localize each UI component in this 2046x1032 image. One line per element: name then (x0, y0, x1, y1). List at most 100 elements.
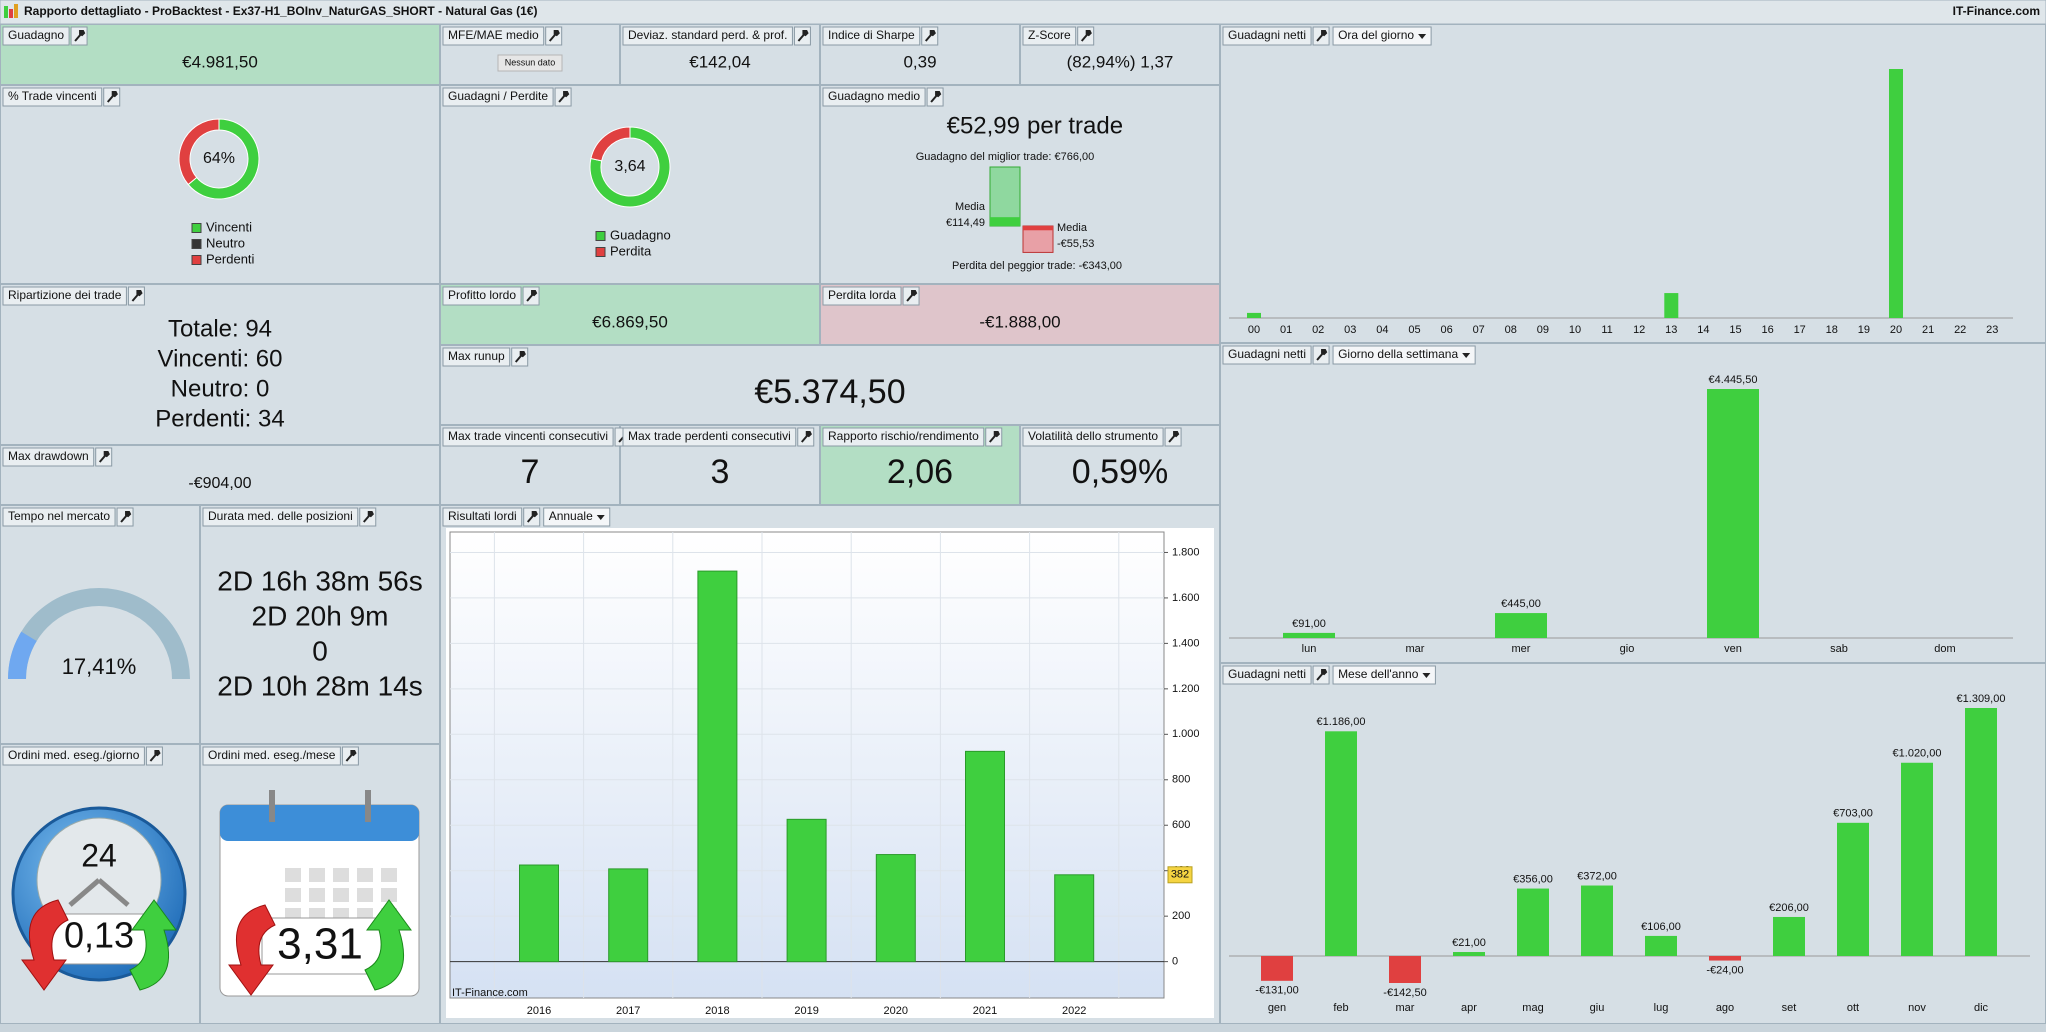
panel-title: Z-Score (1028, 28, 1071, 42)
calendar-day (285, 888, 301, 902)
panel-title-box (822, 286, 902, 306)
wrench-icon (1080, 30, 1092, 42)
panel (0, 85, 440, 284)
value-label: €445,00 (1501, 598, 1541, 610)
panel-title-box (2, 507, 116, 527)
donut-center-label: 64% (203, 150, 235, 167)
bar (1773, 916, 1805, 956)
value-label: -€142,50 (1383, 987, 1426, 999)
bar (1495, 613, 1547, 638)
last-value-label: 382 (1171, 869, 1189, 881)
x-tick-label: 22 (1954, 324, 1966, 336)
metric-value: -€1.888,00 (979, 312, 1060, 331)
donut-slice (590, 126, 631, 162)
metric-value: €5.374,50 (754, 373, 905, 411)
bar (1261, 956, 1293, 981)
last-value-marker (1167, 866, 1193, 884)
bar (1453, 952, 1485, 956)
avg-loss-label: -€55,53 (1057, 238, 1094, 250)
legend-swatch (595, 231, 606, 241)
panel-title-box (1222, 26, 1312, 46)
donut-center-label: 3,64 (614, 158, 645, 175)
orders-per-month: 3,31 (277, 920, 363, 969)
x-tick-label: 05 (1408, 324, 1420, 336)
x-tick-label: gio (1620, 643, 1635, 655)
duration: 0 (312, 635, 328, 666)
trade-breakdown: Perdenti: 34 (155, 405, 284, 432)
x-tick-label: 07 (1473, 324, 1485, 336)
panel-title: Guadagni netti (1228, 28, 1306, 42)
panel-title-box (2, 447, 95, 467)
bar (875, 854, 916, 963)
calendar-day (381, 868, 397, 882)
panel-title: Tempo nel mercato (8, 509, 110, 523)
dropdown[interactable] (543, 507, 611, 527)
wrench-icon (1316, 349, 1328, 361)
y-tick-label: 1.600 (1172, 592, 1200, 604)
panel-title-box (442, 507, 523, 527)
wrench-icon (800, 431, 812, 443)
panel-title: Perdita lorda (828, 288, 896, 302)
calendar-day (381, 888, 397, 902)
calendar-day (309, 868, 325, 882)
x-tick-label: 01 (1280, 324, 1292, 336)
calendar-rings (269, 790, 371, 822)
legend-label: Perdenti (206, 251, 255, 266)
x-tick-label: 04 (1376, 324, 1388, 336)
value-label: €372,00 (1577, 870, 1617, 882)
gauge-value (8, 631, 37, 679)
worst-trade-label: Perdita del peggior trade: -€343,00 (952, 260, 1122, 272)
calendar-day (333, 888, 349, 902)
x-tick-label: 2016 (527, 1005, 551, 1017)
bar (519, 864, 559, 963)
duration: 2D 20h 9m (252, 600, 389, 631)
avg-win-title: Media (955, 201, 986, 213)
no-data-button (497, 54, 563, 72)
wrench-icon (98, 451, 110, 463)
panel-title-box (202, 507, 359, 527)
dropdown-label: Annuale (549, 509, 593, 523)
metric-value: 3 (711, 453, 730, 491)
panel-title-box (442, 26, 545, 46)
gauge-label: 17,41% (62, 654, 137, 679)
dropdown-arrow (596, 515, 605, 520)
panel-title: Ordini med. eseg./giorno (8, 748, 140, 762)
wrench-icon (120, 511, 132, 523)
x-tick-label: mar (1406, 643, 1425, 655)
bar (786, 818, 827, 963)
panel-title: Rapporto rischio/rendimento (828, 429, 979, 443)
panel-title: Max trade vincenti consecutivi (448, 429, 608, 443)
value-label: €1.020,00 (1893, 748, 1942, 760)
bar (1889, 69, 1903, 318)
app-icon (9, 9, 13, 18)
x-tick-label: 2019 (794, 1005, 818, 1017)
dropdown[interactable] (1332, 665, 1436, 685)
x-tick-label: 15 (1729, 324, 1741, 336)
x-tick-label: 2022 (1062, 1005, 1086, 1017)
dropdown[interactable] (1332, 345, 1476, 365)
wrench-icon (1316, 30, 1328, 42)
bar (1054, 874, 1095, 963)
x-tick-label: feb (1333, 1002, 1348, 1014)
panel-title: Guadagno medio (828, 89, 920, 103)
panel-title-box (1022, 26, 1077, 46)
bar (1325, 731, 1357, 956)
dropdown-label: Ora del giorno (1338, 28, 1414, 42)
panel-title: Guadagni netti (1228, 347, 1306, 361)
panel-title: Profitto lordo (448, 288, 516, 302)
x-tick-label: 09 (1537, 324, 1549, 336)
avg-trade-value: €52,99 (947, 112, 1020, 139)
dropdown[interactable] (1332, 26, 1432, 46)
x-tick-label: 17 (1794, 324, 1806, 336)
panel-title-box (2, 286, 127, 306)
legend-swatch (595, 247, 606, 257)
metric-value: 0,59% (1072, 453, 1168, 491)
y-tick-label: 1.400 (1172, 637, 1200, 649)
bar (1645, 935, 1677, 956)
panel-title-box (822, 26, 921, 46)
bar (1707, 389, 1759, 638)
panel (1220, 343, 2046, 663)
wrench-icon (514, 351, 526, 363)
bar (1389, 956, 1421, 983)
